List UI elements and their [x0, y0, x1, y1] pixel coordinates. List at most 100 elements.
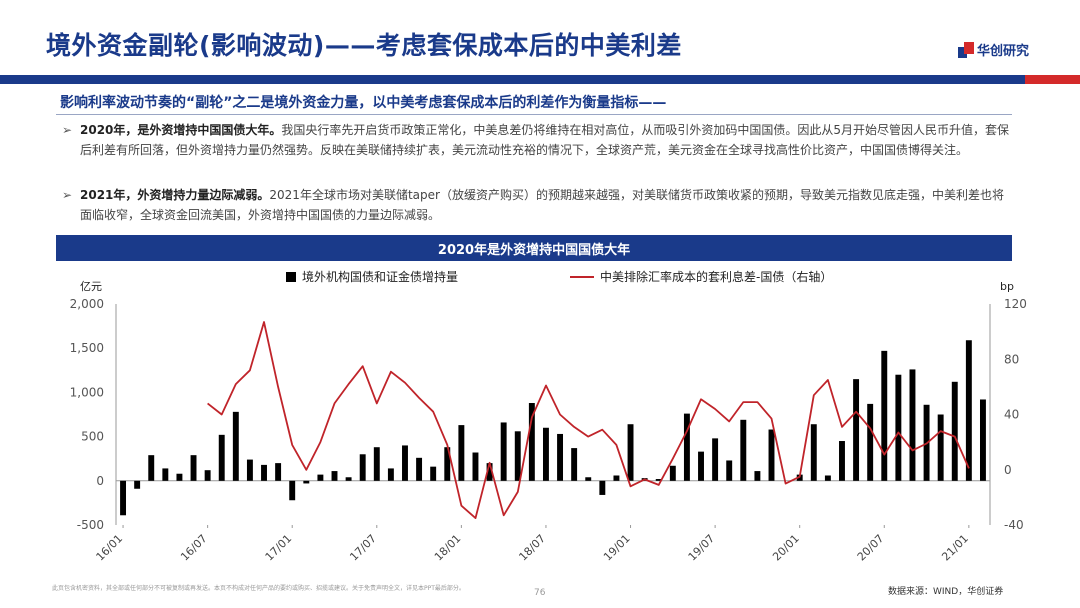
- chart-title: 2020年是外资增持中国国债大年: [56, 235, 1012, 261]
- x-tick-label: 18/07: [516, 532, 548, 564]
- x-tick-label: 20/07: [855, 532, 887, 564]
- x-tick-label: 19/01: [601, 532, 633, 564]
- data-source: 数据来源：WIND，华创证券: [888, 587, 1004, 597]
- bar: [627, 424, 634, 481]
- bar: [148, 455, 155, 481]
- right-tick-label: 40: [1004, 408, 1019, 422]
- bar: [317, 474, 324, 481]
- bar: [979, 399, 986, 481]
- bar: [683, 413, 690, 481]
- right-tick-label: 0: [1004, 463, 1012, 477]
- bar: [613, 475, 620, 481]
- bar: [726, 460, 733, 481]
- bar: [486, 463, 493, 481]
- bar: [331, 471, 338, 481]
- bar: [839, 441, 845, 481]
- bullet-lead: 2020年，是外资增持中国国债大年。: [80, 123, 282, 137]
- slide-title: 境外资金副轮(影响波动)——考虑套保成本后的中美利差: [46, 31, 682, 60]
- legend-bar-swatch: [286, 272, 296, 282]
- bar: [373, 447, 380, 481]
- bar: [359, 454, 366, 481]
- logo-mark-icon: [958, 41, 974, 58]
- bullet-2020: ➢ 2020年，是外资增持中国国债大年。我国央行率先开启货币政策正常化，中美息差…: [62, 120, 1010, 160]
- x-tick-label: 16/01: [94, 532, 126, 564]
- header-rule: [0, 75, 1080, 84]
- bar: [444, 447, 451, 481]
- bullet-arrow-icon: ➢: [62, 188, 73, 202]
- brand-logo: 华创研究: [958, 40, 1029, 59]
- x-tick-label: 19/07: [686, 532, 718, 564]
- bar: [176, 473, 183, 481]
- bar: [557, 433, 564, 481]
- bar: [275, 463, 282, 481]
- bar: [965, 340, 972, 481]
- bar: [754, 471, 761, 481]
- logo-text: 华创研究: [977, 44, 1030, 59]
- page-number: 76: [534, 588, 546, 598]
- disclaimer-footnote: 此页包含机密资料，其全部或任何部分不可被复制或再发送。本页不构成对任何产品的要约…: [52, 585, 465, 592]
- bar: [698, 451, 704, 481]
- bar: [134, 480, 141, 489]
- right-tick-label: 80: [1004, 352, 1019, 366]
- left-tick-label: -500: [77, 518, 104, 532]
- bar: [289, 480, 296, 501]
- header-rule-accent: [1025, 75, 1080, 84]
- bar: [218, 434, 225, 481]
- x-tick-label: 21/01: [939, 532, 971, 564]
- bar: [542, 427, 549, 481]
- right-tick-label: -40: [1004, 518, 1024, 532]
- left-tick-label: 1,500: [70, 341, 104, 355]
- left-axis-unit: 亿元: [80, 280, 102, 293]
- bullet-body: 我国央行率先开启货币政策正常化，中美息差仍将维持在相对高位，从而吸引外资加码中国…: [80, 123, 1010, 157]
- left-tick-label: 0: [96, 474, 104, 488]
- bar: [402, 445, 408, 481]
- spread-line: [207, 321, 970, 519]
- bar: [345, 477, 352, 481]
- bar: [571, 448, 578, 481]
- bar: [303, 480, 310, 484]
- bullet-arrow-icon: ➢: [62, 123, 73, 137]
- bar: [246, 459, 253, 481]
- x-tick-label: 16/07: [178, 532, 210, 564]
- bar: [500, 422, 507, 481]
- bar: [514, 431, 521, 481]
- subtitle-divider: [56, 114, 1012, 115]
- right-axis-unit: bp: [1000, 280, 1014, 293]
- bar: [232, 411, 239, 481]
- bar: [585, 477, 592, 481]
- bar: [162, 468, 169, 481]
- bar: [824, 475, 831, 481]
- bar: [881, 350, 888, 481]
- bar: [937, 414, 944, 481]
- bar: [655, 479, 662, 481]
- bar: [909, 369, 916, 481]
- bar: [261, 464, 267, 481]
- left-tick-label: 1,000: [70, 385, 104, 399]
- left-tick-label: 500: [81, 430, 104, 444]
- bar: [387, 468, 394, 481]
- bar: [867, 403, 874, 481]
- bar: [190, 455, 197, 481]
- bar: [796, 474, 803, 481]
- bar: [458, 425, 465, 481]
- x-tick-label: 17/01: [263, 532, 295, 564]
- bar: [951, 381, 958, 481]
- bar: [416, 457, 423, 481]
- bar: [204, 470, 211, 481]
- x-tick-label: 18/01: [432, 532, 464, 564]
- bar: [120, 480, 127, 516]
- bar: [895, 374, 902, 481]
- bar: [669, 465, 676, 481]
- bar: [430, 466, 437, 481]
- bar: [528, 403, 535, 481]
- x-tick-label: 20/01: [770, 532, 802, 564]
- bar: [712, 438, 719, 481]
- bar: [853, 379, 860, 481]
- bar: [740, 419, 747, 481]
- bullet-lead: 2021年，外资增持力量边际减弱。: [80, 188, 270, 202]
- slide-subtitle: 影响利率波动节奏的“副轮”之二是境外资金力量，以中美考虑套保成本后的利差作为衡量…: [60, 95, 667, 111]
- right-tick-label: 120: [1004, 297, 1027, 311]
- bar: [599, 480, 606, 495]
- bar: [768, 429, 775, 481]
- bar: [810, 424, 817, 481]
